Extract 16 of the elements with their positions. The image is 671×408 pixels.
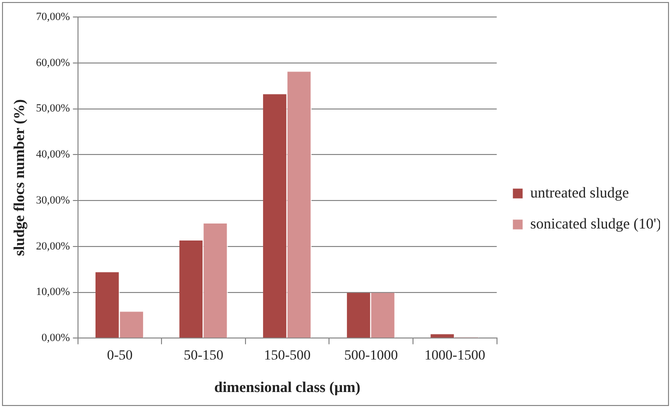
y-tick-label: 20,00% <box>36 240 70 252</box>
y-tick-label: 0,00% <box>41 332 70 344</box>
y-tick-label: 10,00% <box>36 286 70 298</box>
y-tick-label: 70,00% <box>36 10 70 23</box>
x-tick-label: 0-50 <box>106 348 133 364</box>
y-tick-label: 60,00% <box>36 56 70 69</box>
y-axis-title: sludge flocs number (%) <box>12 99 28 256</box>
y-tick-label: 30,00% <box>36 194 70 206</box>
x-tick-label: 1000-1500 <box>424 348 486 364</box>
legend-label: untreated sludge <box>530 185 630 202</box>
x-tick-label: 150-500 <box>264 348 311 364</box>
x-tick-label: 500-1000 <box>344 348 398 364</box>
y-tick-label: 40,00% <box>36 148 70 161</box>
x-tick-label: 50-150 <box>184 348 224 364</box>
y-tick-label: 50,00% <box>36 102 70 115</box>
x-axis-title: dimensional class (µm) <box>214 380 360 396</box>
